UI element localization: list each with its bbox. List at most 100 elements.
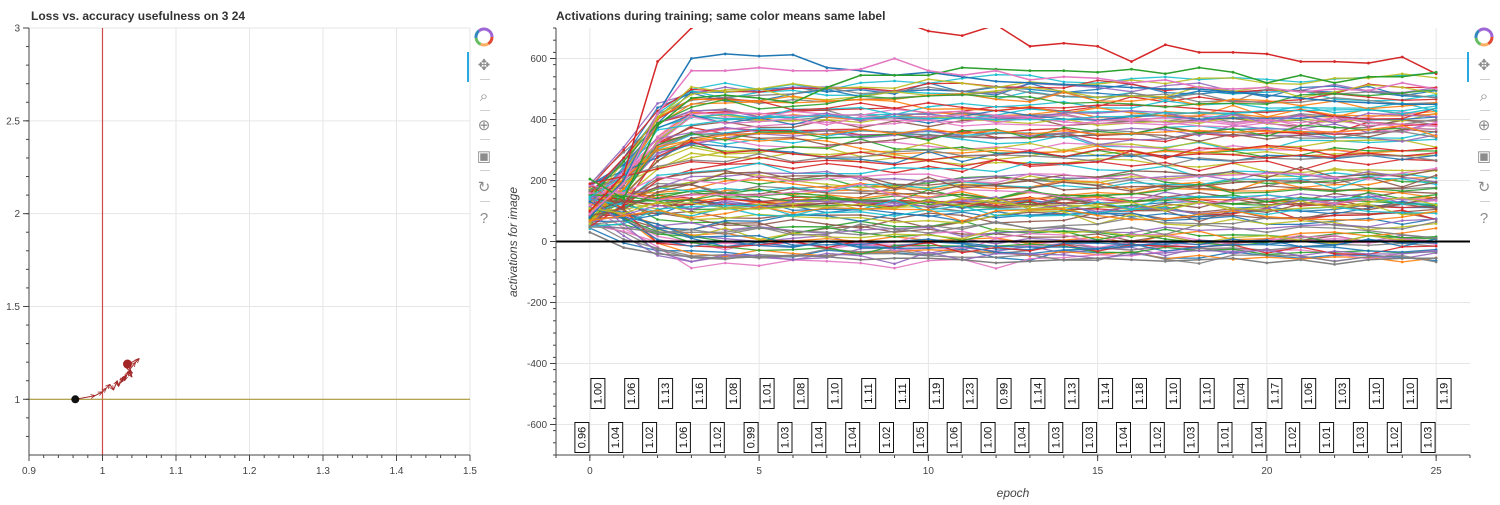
activation-point — [1062, 111, 1066, 115]
pan-tool-icon[interactable]: ✥ — [477, 57, 491, 74]
reset-tool-icon[interactable]: ↻ — [1477, 179, 1491, 196]
accuracy-label: 1.03 1.08 — [777, 378, 809, 453]
activation-point — [859, 92, 862, 95]
wheel-zoom-tool-icon[interactable]: ⊕ — [477, 117, 491, 134]
activation-point — [1367, 163, 1370, 166]
activation-point — [1434, 176, 1438, 180]
activation-point — [1197, 121, 1201, 125]
activation-point — [1062, 256, 1066, 259]
activation-point — [1333, 171, 1336, 175]
activation-point — [1164, 180, 1167, 184]
activation-point — [1130, 81, 1133, 85]
activation-point — [791, 82, 795, 85]
activation-point — [1333, 187, 1336, 190]
activation-point — [1265, 198, 1269, 201]
activation-point — [588, 188, 592, 192]
activation-point — [1265, 193, 1269, 197]
activation-point — [1333, 121, 1336, 125]
activation-point — [1400, 211, 1404, 215]
activation-point — [791, 233, 795, 237]
activation-point — [656, 213, 659, 216]
activation-point — [1164, 111, 1167, 114]
activation-point — [927, 180, 930, 183]
activation-point — [1265, 78, 1269, 81]
activation-point — [893, 87, 896, 90]
activation-point — [757, 238, 761, 241]
left-x-tick-label: 1.1 — [169, 466, 183, 477]
bokeh-logo-icon[interactable] — [472, 26, 496, 48]
accuracy-label-value-1: 1.03 — [1423, 427, 1435, 448]
activation-point — [656, 160, 659, 163]
help-tool-icon[interactable]: ? — [1479, 209, 1489, 227]
activation-point — [1333, 226, 1336, 230]
activation-point — [757, 120, 761, 124]
activation-point — [1367, 101, 1370, 105]
activation-point — [927, 113, 930, 116]
activation-point — [791, 218, 795, 221]
save-tool-icon[interactable]: ▣ — [1476, 148, 1492, 165]
activation-point — [1062, 129, 1066, 133]
activation-point — [1400, 196, 1404, 199]
activation-point — [588, 177, 592, 181]
bokeh-logo-icon[interactable] — [1472, 26, 1496, 48]
activation-point — [1062, 225, 1066, 229]
activation-series — [589, 177, 1437, 197]
activation-point — [859, 222, 862, 226]
accuracy-label: 1.04 1.17 — [1251, 378, 1283, 453]
activation-point — [1434, 118, 1438, 121]
activation-point — [757, 93, 761, 97]
activation-point — [690, 193, 693, 197]
activation-point — [893, 185, 896, 188]
activation-point — [1265, 159, 1269, 163]
activation-point — [1197, 220, 1201, 223]
activation-point — [927, 176, 930, 179]
activation-point — [1130, 169, 1133, 173]
right-x-axis-label: epoch — [997, 486, 1030, 500]
activation-point — [859, 246, 862, 250]
box-zoom-tool-icon[interactable]: ⌕ — [479, 87, 489, 105]
activation-point — [757, 148, 761, 152]
activation-point — [1130, 86, 1133, 89]
activation-point — [994, 256, 998, 259]
accuracy-label-box — [691, 378, 707, 409]
activation-point — [1164, 96, 1167, 100]
accuracy-label-value-1: 1.02 — [644, 427, 656, 448]
activation-point — [1130, 132, 1133, 135]
activation-point — [1400, 126, 1404, 129]
activation-point — [825, 147, 829, 150]
wheel-zoom-tool-icon[interactable]: ⊕ — [1477, 117, 1491, 134]
save-tool-icon[interactable]: ▣ — [476, 148, 492, 165]
pan-tool-icon[interactable]: ✥ — [1477, 57, 1491, 74]
activation-point — [1062, 120, 1066, 124]
activation-point — [1400, 55, 1404, 59]
activation-point — [994, 236, 998, 240]
activation-point — [1265, 90, 1269, 94]
activation-point — [893, 248, 896, 252]
accuracy-label-box — [962, 378, 978, 409]
accuracy-label-box — [1132, 378, 1147, 409]
accuracy-label: 0.96 1.00 — [574, 378, 606, 453]
activation-point — [1400, 169, 1404, 172]
activation-point — [723, 169, 727, 172]
reset-tool-icon[interactable]: ↻ — [477, 179, 491, 196]
activation-point — [622, 145, 626, 149]
activation-point — [927, 237, 930, 241]
activation-point — [1434, 130, 1438, 134]
accuracy-label: 1.04 1.18 — [1116, 378, 1147, 453]
activation-point — [859, 115, 862, 119]
activation-point — [588, 207, 592, 210]
activation-point — [825, 196, 829, 200]
activations-panel: Activations during training; same color … — [500, 0, 1500, 500]
activation-point — [1400, 86, 1404, 89]
accuracy-label-value-2: 1.06 — [626, 383, 638, 404]
activation-point — [1333, 148, 1336, 152]
activation-series — [589, 112, 1437, 224]
activation-point — [1265, 144, 1269, 147]
help-tool-icon[interactable]: ? — [479, 209, 489, 227]
activation-point — [690, 201, 693, 205]
activation-point — [723, 81, 727, 85]
accuracy-label-box — [793, 378, 809, 409]
box-zoom-tool-icon[interactable]: ⌕ — [1479, 87, 1489, 105]
activation-point — [1231, 102, 1235, 105]
accuracy-label-box — [1199, 378, 1215, 409]
